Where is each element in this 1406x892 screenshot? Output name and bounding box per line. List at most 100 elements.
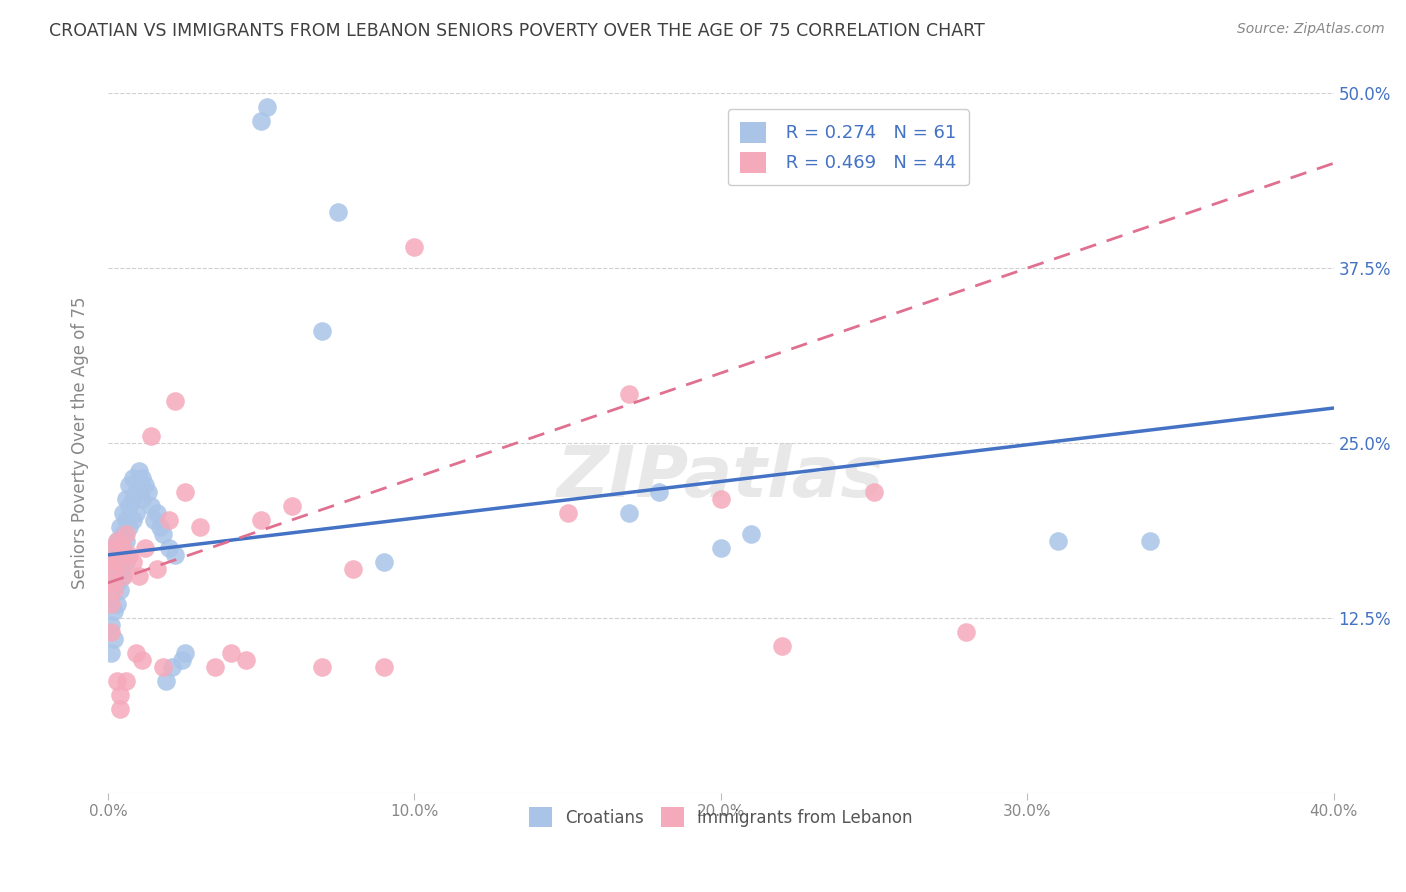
Point	[115, 491, 138, 506]
Point	[115, 533, 138, 548]
Point	[103, 632, 125, 646]
Point	[173, 646, 195, 660]
Point	[863, 485, 886, 500]
Point	[100, 555, 122, 569]
Point	[121, 471, 143, 485]
Point	[105, 597, 128, 611]
Point	[770, 639, 793, 653]
Point	[557, 506, 579, 520]
Point	[235, 653, 257, 667]
Y-axis label: Seniors Poverty Over the Age of 75: Seniors Poverty Over the Age of 75	[72, 297, 89, 590]
Point	[131, 653, 153, 667]
Point	[115, 555, 138, 569]
Point	[311, 660, 333, 674]
Text: Source: ZipAtlas.com: Source: ZipAtlas.com	[1237, 22, 1385, 37]
Point	[617, 506, 640, 520]
Point	[165, 548, 187, 562]
Point	[112, 548, 135, 562]
Point	[103, 569, 125, 583]
Point	[115, 673, 138, 688]
Point	[118, 499, 141, 513]
Point	[131, 471, 153, 485]
Point	[112, 569, 135, 583]
Point	[110, 688, 132, 702]
Point	[115, 513, 138, 527]
Point	[105, 548, 128, 562]
Point	[128, 464, 150, 478]
Point	[134, 478, 156, 492]
Point	[118, 520, 141, 534]
Point	[121, 491, 143, 506]
Point	[118, 478, 141, 492]
Point	[103, 555, 125, 569]
Point	[105, 575, 128, 590]
Point	[105, 533, 128, 548]
Point	[1139, 533, 1161, 548]
Point	[139, 429, 162, 443]
Legend: Croatians, Immigrants from Lebanon: Croatians, Immigrants from Lebanon	[522, 801, 920, 833]
Point	[124, 485, 146, 500]
Point	[105, 533, 128, 548]
Point	[110, 562, 132, 576]
Point	[103, 541, 125, 555]
Point	[105, 673, 128, 688]
Point	[100, 624, 122, 639]
Point	[373, 555, 395, 569]
Text: CROATIAN VS IMMIGRANTS FROM LEBANON SENIORS POVERTY OVER THE AGE OF 75 CORRELATI: CROATIAN VS IMMIGRANTS FROM LEBANON SENI…	[49, 22, 986, 40]
Point	[142, 513, 165, 527]
Point	[110, 702, 132, 716]
Point	[110, 541, 132, 555]
Point	[136, 485, 159, 500]
Point	[112, 569, 135, 583]
Point	[112, 506, 135, 520]
Point	[250, 513, 273, 527]
Point	[121, 555, 143, 569]
Point	[146, 562, 169, 576]
Point	[103, 541, 125, 555]
Point	[124, 506, 146, 520]
Point	[165, 394, 187, 409]
Point	[124, 646, 146, 660]
Point	[100, 562, 122, 576]
Point	[152, 527, 174, 541]
Point	[955, 624, 977, 639]
Point	[188, 520, 211, 534]
Point	[118, 548, 141, 562]
Point	[134, 541, 156, 555]
Point	[155, 673, 177, 688]
Point	[100, 575, 122, 590]
Point	[219, 646, 242, 660]
Point	[105, 555, 128, 569]
Point	[103, 604, 125, 618]
Point	[281, 499, 304, 513]
Point	[157, 513, 180, 527]
Point	[617, 387, 640, 401]
Point	[311, 324, 333, 338]
Point	[112, 541, 135, 555]
Point	[149, 520, 172, 534]
Point	[648, 485, 671, 500]
Point	[162, 660, 184, 674]
Point	[170, 653, 193, 667]
Point	[740, 527, 762, 541]
Point	[100, 590, 122, 604]
Point	[131, 491, 153, 506]
Point	[404, 240, 426, 254]
Point	[342, 562, 364, 576]
Point	[326, 205, 349, 219]
Point	[110, 520, 132, 534]
Text: ZIPatlas: ZIPatlas	[557, 443, 884, 513]
Point	[1046, 533, 1069, 548]
Point	[103, 582, 125, 597]
Point	[250, 114, 273, 128]
Point	[139, 499, 162, 513]
Point	[710, 541, 733, 555]
Point	[100, 597, 122, 611]
Point	[100, 617, 122, 632]
Point	[173, 485, 195, 500]
Point	[121, 513, 143, 527]
Point	[146, 506, 169, 520]
Point	[112, 527, 135, 541]
Point	[128, 485, 150, 500]
Point	[710, 491, 733, 506]
